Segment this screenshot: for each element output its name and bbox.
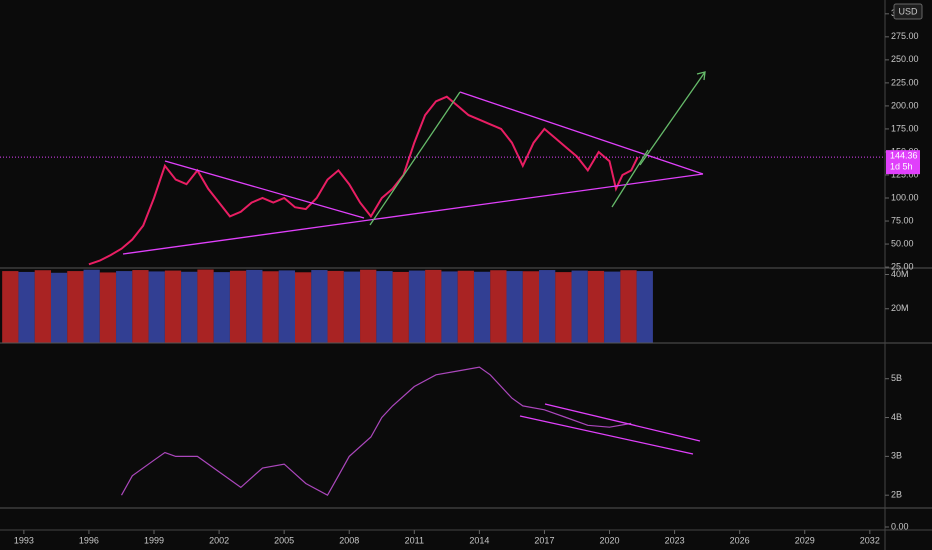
- volume-bar: [441, 271, 458, 343]
- volume-bar: [278, 270, 295, 343]
- y-tick-label: 20M: [891, 303, 909, 313]
- volume-bar: [99, 272, 117, 343]
- x-tick-label: 1999: [144, 535, 164, 545]
- y-tick-label: 25.00: [891, 261, 914, 271]
- volume-bar: [604, 271, 621, 343]
- x-tick-label: 2023: [665, 535, 685, 545]
- drawings: [122, 71, 706, 455]
- volume-bar: [425, 269, 442, 343]
- marks: [0, 95, 885, 497]
- x-tick-label: 2017: [534, 535, 554, 545]
- y-tick-label: 3B: [891, 451, 902, 461]
- y-tick-label: 275.00: [891, 31, 919, 41]
- x-tick-label: 1993: [14, 535, 34, 545]
- x-tick-label: 2026: [730, 535, 750, 545]
- trendline: [369, 91, 461, 226]
- trendline: [122, 173, 704, 255]
- volume-bar: [392, 271, 409, 343]
- volume-bar: [376, 271, 393, 343]
- x-tick-label: 2005: [274, 535, 294, 545]
- volume-bar: [571, 270, 588, 343]
- channel-line: [519, 415, 694, 455]
- volume-bar: [262, 271, 279, 343]
- volume-bar: [555, 272, 572, 343]
- x-tick-label: 2011: [405, 535, 424, 545]
- x-tick-label: 2002: [209, 535, 229, 545]
- axes: 1993 1996 1999 2002 2005 2008 2011 2014 2017 2020…: [14, 8, 920, 545]
- y-tick-label: 75.00: [891, 215, 914, 225]
- y-tick-label: 200.00: [891, 100, 919, 110]
- volume-bar: [132, 270, 149, 343]
- series-line: [88, 95, 639, 266]
- y-tick-label: 40M: [891, 269, 909, 279]
- volume-bar: [506, 271, 523, 343]
- volume-bar: [181, 271, 198, 343]
- trendline: [459, 91, 704, 175]
- channel-line: [544, 403, 701, 442]
- volume-bar: [408, 270, 426, 343]
- volume-bar: [539, 270, 556, 343]
- volume-bar: [620, 270, 637, 343]
- volume-bar: [67, 271, 84, 343]
- trendline: [639, 71, 706, 166]
- volume-bar: [148, 271, 165, 343]
- x-tick-label: 2032: [860, 535, 880, 545]
- volume-bar: [327, 270, 344, 343]
- currency: USD: [898, 6, 918, 16]
- volume-bar: [2, 271, 19, 343]
- x-tick-label: 2029: [795, 535, 815, 545]
- volume-bar: [83, 269, 100, 343]
- volume-bar: [229, 270, 247, 343]
- volume-bar: [34, 270, 51, 343]
- volume-bar: [246, 269, 263, 343]
- volume-bar: [164, 270, 182, 343]
- volume-bar: [116, 271, 133, 343]
- trendline: [164, 160, 365, 219]
- currency-box: [893, 3, 923, 20]
- y-tick-label: 100.00: [891, 192, 919, 202]
- y-tick-label: 225.00: [891, 77, 919, 87]
- volume-bar: [522, 271, 540, 343]
- series-line: [120, 366, 632, 497]
- countdown: 1d 5h: [890, 162, 913, 172]
- x-tick-label: 2014: [469, 535, 489, 545]
- volume-bar: [473, 271, 491, 343]
- x-tick-label: 1996: [79, 535, 99, 545]
- volume-bar: [295, 272, 312, 343]
- trendline: [611, 149, 649, 208]
- volume-bar: [636, 271, 653, 343]
- volume-bar: [360, 269, 377, 343]
- volume-bar: [197, 269, 214, 343]
- y-tick-label: 125.00: [891, 169, 919, 179]
- volume-bar: [18, 271, 35, 343]
- x-tick-label: 2008: [339, 535, 359, 545]
- y-tick-label: 250.00: [891, 54, 919, 64]
- y-tick-label: 0.00: [891, 521, 909, 531]
- arrow-head: [696, 71, 706, 81]
- volume-bar: [213, 272, 230, 343]
- volume-bar: [587, 270, 605, 343]
- x-tick-label: 2020: [600, 535, 620, 545]
- last-price-label: 144.36: [890, 151, 918, 161]
- y-tick-label: 50.00: [891, 238, 914, 248]
- volume-bar: [343, 271, 361, 343]
- y-tick-label: 2B: [891, 490, 902, 500]
- y-tick-label: 175.00: [891, 123, 919, 133]
- volume-bar: [311, 270, 328, 343]
- last-price-box: [886, 150, 920, 175]
- y-tick-label: 4B: [891, 412, 902, 422]
- volume-bar: [457, 270, 474, 343]
- y-tick-label: 5B: [891, 373, 902, 383]
- volume-bar: [490, 270, 507, 343]
- volume-bar: [50, 272, 68, 343]
